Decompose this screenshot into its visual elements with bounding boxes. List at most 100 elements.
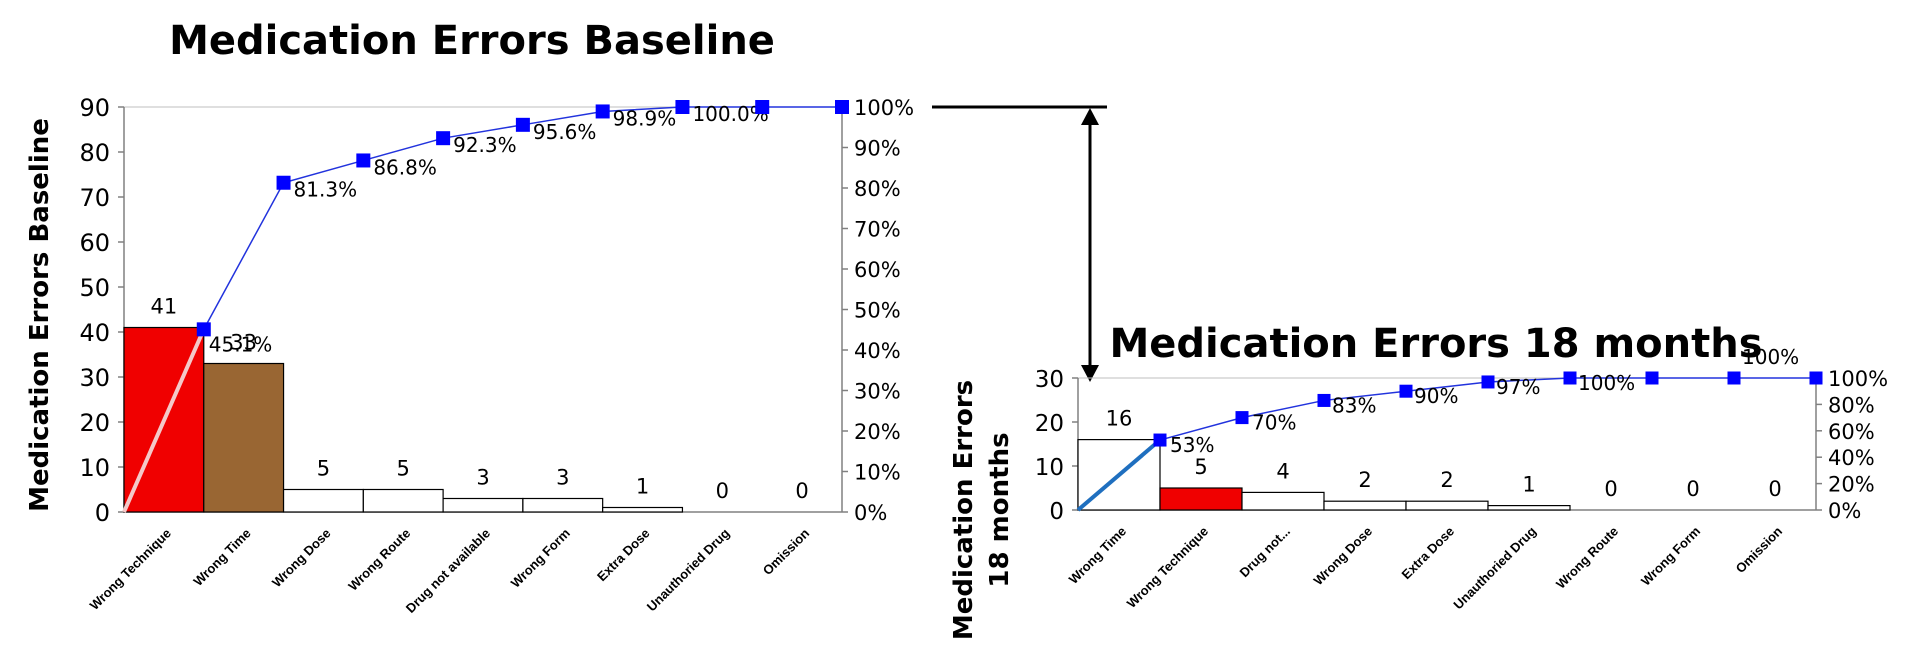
- chart1-y-tick-label: 40: [79, 319, 110, 347]
- chart1-cumulative-point: [835, 100, 849, 114]
- chart2-bar-value-label: 16: [1106, 407, 1133, 431]
- chart2-category-label: Wrong Technique: [1124, 524, 1211, 611]
- chart2-y2-tick-label: 80%: [1828, 393, 1875, 417]
- chart1-y2-tick-label: 90%: [854, 137, 901, 161]
- chart1-bar-value-label: 0: [716, 479, 729, 503]
- chart2-category-label: Extra Dose: [1398, 524, 1457, 583]
- chart2-bar: [1487, 505, 1571, 511]
- chart1-category-label: Wrong Technique: [87, 526, 174, 613]
- chart2-cumulative-point: [1317, 393, 1331, 407]
- chart1-cumulative-label: 98.9%: [613, 106, 677, 130]
- chart1-cumulative-label: 81.3%: [294, 178, 358, 202]
- chart2-cumulative-point: [1399, 384, 1413, 398]
- chart2-cumulative-point: [1481, 375, 1495, 389]
- chart2-category-label: Wrong Form: [1638, 524, 1703, 589]
- chart1-y2-tick-label: 10%: [854, 461, 901, 485]
- chart1-y-tick-label: 80: [79, 139, 110, 167]
- connector-arrow-head-bottom: [1081, 365, 1099, 382]
- chart1-category-label: Omission: [760, 525, 813, 578]
- chart2-category-label: Wrong Time: [1066, 524, 1129, 587]
- chart1-y-tick-label: 60: [79, 229, 110, 257]
- chart1-bar-value-label: 0: [795, 479, 808, 503]
- chart1-cumulative-point: [276, 175, 291, 190]
- chart1-bar: [602, 506, 684, 513]
- chart2-bar: [1405, 500, 1489, 511]
- chart2-y-tick-label: 20: [1035, 411, 1064, 437]
- chart1-y2-tick-label: 60%: [854, 258, 901, 282]
- chart1-cumulative-line: [203, 106, 842, 330]
- chart1-y-tick-label: 30: [79, 364, 110, 392]
- chart1-category-label: Wrong Form: [508, 526, 573, 591]
- chart1-category-label: Wrong Dose: [269, 526, 334, 591]
- chart1-category-label: Wrong Time: [190, 526, 253, 589]
- chart2-cumulative-label: 53%: [1170, 433, 1214, 457]
- chart1-category-label: Drug not available: [403, 526, 493, 616]
- chart2-bar-value-label: 1: [1522, 473, 1535, 497]
- chart2-bar-value-label: 4: [1276, 459, 1289, 483]
- chart2-category-label: Omission: [1733, 523, 1786, 576]
- chart2-bar-value-label: 2: [1358, 468, 1371, 492]
- chart2-y-axis-label-line1: Medication Errors: [949, 380, 979, 640]
- chart2-y2-tick-label: 20%: [1828, 473, 1875, 497]
- chart1-y2-tick-label: 30%: [854, 380, 901, 404]
- chart2-bar-value-label: 5: [1194, 455, 1207, 479]
- chart1-cumulative-point: [436, 131, 451, 146]
- chart2-cumulative-point: [1645, 371, 1659, 385]
- chart1-bar-value-label: 3: [476, 466, 489, 490]
- chart1-cumulative-label: 92.3%: [453, 133, 517, 157]
- chart1-cumulative-label: 86.8%: [373, 155, 437, 179]
- chart1-y2-tick-label: 80%: [854, 177, 901, 201]
- chart2-bar: [1241, 491, 1325, 511]
- chart2-bar: [1323, 500, 1407, 511]
- chart1-cumulative-point: [196, 322, 211, 337]
- chart2-title: Medication Errors 18 months: [1109, 321, 1762, 367]
- chart2-y2-tick-label: 40%: [1828, 446, 1875, 470]
- chart2-y-tick-label: 10: [1035, 455, 1064, 481]
- chart2-y2-tick-label: 0%: [1828, 499, 1861, 523]
- chart2-cumulative-point: [1235, 411, 1249, 425]
- chart1-y-axis-label: Medication Errors Baseline: [25, 118, 55, 512]
- chart1-cumulative-point: [755, 100, 770, 114]
- chart1-bar-value-label: 3: [556, 466, 569, 490]
- chart1-y2-tick-label: 0%: [854, 501, 887, 525]
- chart1-bar: [522, 497, 604, 513]
- chart1-bar-value-label: 1: [636, 475, 649, 499]
- chart1-cumulative-label: 95.6%: [533, 120, 597, 144]
- chart2-trend-line: [1076, 438, 1162, 512]
- chart1-plot: 01020304050607080900%10%20%30%40%50%60%7…: [79, 94, 914, 616]
- chart2-cumulative-point: [1153, 433, 1167, 447]
- chart2-cumulative-label: 70%: [1252, 411, 1296, 435]
- chart1-category-label: Extra Dose: [594, 526, 653, 585]
- chart1-bar-value-label: 5: [397, 457, 410, 481]
- chart1-y-tick-label: 0: [95, 499, 110, 527]
- chart2-bar-value-label: 0: [1768, 477, 1781, 501]
- chart2-cumulative-label: 100%: [1742, 345, 1799, 369]
- chart2-bar-value-label: 0: [1686, 477, 1699, 501]
- connector-arrow-head-top: [1081, 108, 1099, 125]
- chart2-bar: [1159, 487, 1243, 511]
- chart2-y2-tick-label: 100%: [1828, 367, 1888, 391]
- chart1-bar-value-label: 33: [230, 331, 257, 355]
- chart1-title: Medication Errors Baseline: [169, 18, 775, 64]
- chart1-cumulative-point: [515, 117, 530, 132]
- chart1-cumulative-label: 45.1%: [209, 332, 273, 356]
- chart2-category-label: Wrong Dose: [1311, 524, 1376, 589]
- chart1-y2-tick-label: 20%: [854, 420, 901, 444]
- chart1-y-tick-label: 20: [79, 409, 110, 437]
- chart1-bar: [362, 488, 444, 513]
- chart1-cumulative-point: [595, 104, 610, 119]
- chart1-y-tick-label: 10: [79, 454, 110, 482]
- chart2-cumulative-point: [1809, 371, 1823, 385]
- chart1-y2-tick-label: 50%: [854, 299, 901, 323]
- chart2-bar-value-label: 2: [1440, 468, 1453, 492]
- chart1-bar: [203, 362, 285, 513]
- chart1-category-label: Unauthoried Drug: [644, 525, 733, 614]
- chart2-category-label: Unauthoried Drug: [1450, 523, 1539, 612]
- chart1-y2-tick-label: 40%: [854, 339, 901, 363]
- chart1-bar-value-label: 5: [317, 457, 330, 481]
- chart2-y-tick-label: 30: [1035, 367, 1064, 393]
- chart1-cumulative-point: [675, 100, 690, 114]
- chart2-cumulative-point: [1563, 371, 1577, 385]
